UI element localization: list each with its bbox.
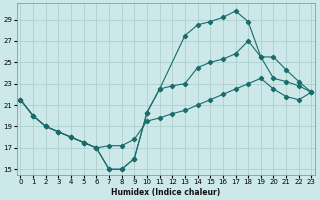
X-axis label: Humidex (Indice chaleur): Humidex (Indice chaleur): [111, 188, 220, 197]
